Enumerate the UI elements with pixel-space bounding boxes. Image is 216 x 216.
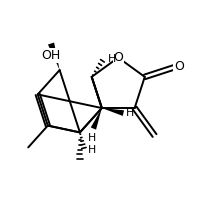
Text: H: H	[87, 133, 96, 143]
Text: H: H	[88, 145, 96, 155]
Polygon shape	[91, 108, 102, 130]
Polygon shape	[48, 43, 60, 70]
Text: H: H	[126, 108, 135, 118]
Text: H: H	[108, 54, 116, 64]
Text: O: O	[113, 51, 123, 64]
Text: OH: OH	[41, 49, 61, 62]
Text: O: O	[174, 60, 184, 73]
Polygon shape	[102, 108, 124, 116]
